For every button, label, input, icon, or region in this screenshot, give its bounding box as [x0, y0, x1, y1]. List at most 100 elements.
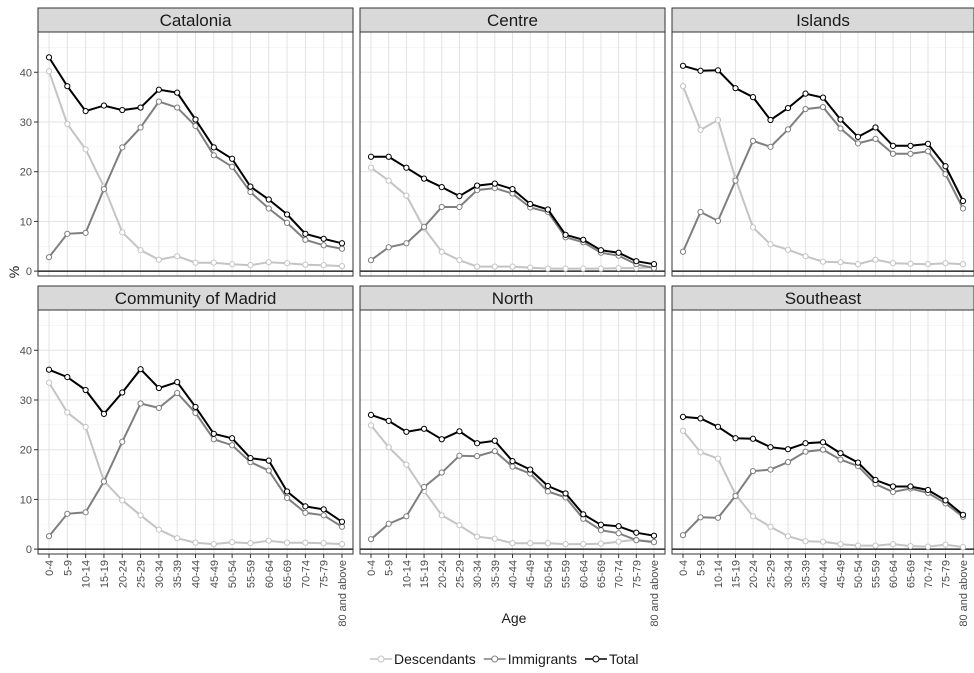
data-point	[82, 146, 89, 153]
data-point	[338, 245, 346, 252]
x-tick-label: 5-9	[696, 560, 708, 576]
data-point	[749, 224, 757, 231]
x-tick-label: 40-44	[818, 560, 830, 588]
data-point	[580, 236, 587, 243]
data-point	[210, 436, 217, 443]
data-point	[784, 459, 792, 466]
data-point	[837, 116, 844, 123]
data-point	[385, 520, 392, 527]
data-point	[872, 476, 879, 484]
data-point	[137, 104, 144, 111]
data-point	[210, 152, 217, 159]
facet-title: Community of Madrid	[115, 289, 277, 308]
x-tick-label: 70-74	[300, 560, 312, 588]
data-point	[247, 455, 254, 462]
data-point	[697, 67, 704, 74]
data-point	[650, 532, 658, 539]
data-point	[385, 244, 392, 251]
data-point	[819, 94, 827, 101]
data-point	[82, 107, 89, 115]
data-point	[924, 140, 932, 147]
data-point	[385, 444, 392, 451]
data-point	[942, 541, 949, 548]
data-point	[907, 142, 914, 149]
data-point	[265, 457, 272, 464]
x-tick-label: 55-59	[245, 560, 257, 588]
data-point	[338, 523, 346, 530]
data-point	[210, 259, 217, 266]
data-point	[155, 86, 162, 93]
data-point	[714, 423, 722, 430]
x-tick-label: 15-19	[731, 560, 743, 588]
x-tick-label: 45-49	[209, 560, 221, 588]
data-point	[924, 543, 932, 550]
x-tick-label: 10-14	[401, 560, 413, 588]
x-tick-label: 20-24	[748, 560, 760, 588]
facet-panel: Community of Madrid 0 10 20 30 40 0-4 5-9 10-14 1…	[20, 285, 354, 627]
data-point	[889, 142, 897, 149]
legend-item: Total	[584, 651, 639, 667]
facet-title: Catalonia	[160, 11, 232, 30]
data-point	[509, 458, 516, 465]
data-point	[438, 184, 445, 191]
facet-strip	[671, 285, 974, 311]
data-point	[697, 208, 704, 216]
data-point	[100, 102, 108, 109]
data-point	[192, 122, 199, 130]
data-point	[338, 240, 346, 247]
data-point	[802, 253, 809, 260]
data-point	[732, 492, 739, 500]
data-point	[438, 512, 445, 519]
data-point	[784, 533, 792, 540]
data-point	[732, 435, 739, 442]
data-point	[137, 124, 144, 131]
facet-strip	[671, 7, 974, 33]
data-point	[597, 247, 605, 254]
data-point	[474, 263, 481, 270]
data-point	[819, 538, 827, 545]
data-point	[580, 511, 587, 518]
data-point	[456, 522, 463, 529]
data-point	[562, 541, 569, 548]
y-tick-label: 30	[20, 117, 32, 129]
data-point	[283, 539, 291, 546]
data-point	[837, 125, 844, 132]
data-point	[155, 384, 162, 392]
data-point	[509, 185, 516, 193]
data-point	[403, 513, 410, 520]
facet-panel: Centre	[359, 7, 666, 277]
data-point	[283, 494, 291, 502]
data-point	[837, 541, 844, 548]
y-tick-label: 0	[26, 266, 32, 278]
data-point	[819, 258, 827, 265]
data-point	[229, 435, 236, 442]
data-point	[174, 104, 181, 111]
data-point	[889, 488, 897, 496]
data-point	[714, 217, 722, 225]
x-tick-label: 30-34	[783, 560, 795, 588]
data-point	[456, 192, 463, 200]
x-tick-label: 75-79	[631, 560, 643, 588]
data-point	[438, 436, 445, 443]
data-point	[137, 400, 144, 407]
data-point	[784, 246, 792, 253]
data-point	[837, 450, 844, 457]
x-tick-label: 50-54	[227, 560, 239, 588]
data-point	[615, 265, 622, 272]
data-point	[438, 203, 445, 211]
data-point	[210, 430, 217, 437]
data-point	[749, 467, 757, 475]
data-point	[527, 540, 534, 547]
data-point	[302, 261, 309, 268]
data-point	[155, 98, 162, 105]
data-point	[229, 155, 236, 162]
data-point	[100, 185, 108, 193]
data-point	[907, 543, 914, 550]
data-point	[819, 439, 827, 446]
data-point	[784, 446, 792, 453]
facet-panel: Islands	[671, 7, 974, 277]
data-point	[403, 192, 410, 199]
legend-label: Immigrants	[508, 651, 577, 667]
x-tick-label: 60-64	[888, 560, 900, 588]
data-point	[714, 67, 722, 74]
